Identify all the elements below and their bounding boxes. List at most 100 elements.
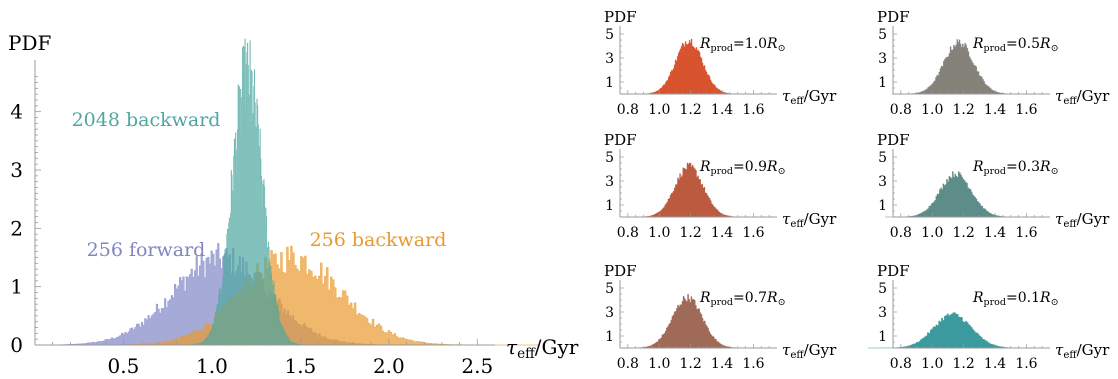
panel-y-tick-label: 1 <box>605 329 614 345</box>
panel-x-tick-label: 1.6 <box>1015 225 1037 241</box>
panel-x-tick-label: 1.0 <box>921 225 943 241</box>
r-sun: R <box>766 36 778 52</box>
tau-sub: eff <box>790 219 804 230</box>
panel-x-tick-label: 1.6 <box>742 225 764 241</box>
panel-y-axis-label: PDF <box>604 8 637 26</box>
main-chart: 256 forward 256 backward 2048 backward 0 1 2 3… <box>8 31 579 378</box>
panel-x-tick-label: 1.2 <box>680 356 702 372</box>
panel-y-tick-label: 5 <box>605 150 614 166</box>
x-tick-label: 0.5 <box>108 354 140 378</box>
panel-x-tick-label: 1.6 <box>742 102 764 118</box>
panel-x-tick-label: 1.6 <box>1015 356 1037 372</box>
panel-x-tick-label: 0.8 <box>617 102 639 118</box>
panel-y-tick-label: 5 <box>878 27 887 43</box>
r-value: =0.3 <box>1006 159 1040 175</box>
r-sun: R <box>1039 290 1051 306</box>
panel-y-tick-label: 3 <box>878 51 887 67</box>
panel-y-tick-label: 1 <box>878 198 887 214</box>
panel-x-tick-label: 0.8 <box>890 356 912 372</box>
r-value: =1.0 <box>733 36 767 52</box>
panel-x-tick-label: 1.4 <box>984 356 1006 372</box>
panel-x-axis-label: τeff/Gyr <box>782 87 837 107</box>
r: R <box>972 159 984 175</box>
r: R <box>972 290 984 306</box>
panel-x-tick-label: 0.8 <box>890 102 912 118</box>
r-sub: prod <box>984 166 1006 177</box>
unit: /Gyr <box>804 341 838 359</box>
r-sub: prod <box>711 166 733 177</box>
r-sun: R <box>766 290 778 306</box>
unit: /Gyr <box>1077 341 1111 359</box>
y-tick-label: 1 <box>10 275 23 299</box>
unit: /Gyr <box>535 335 579 359</box>
panel-1: 1350.8 1.0 1.2 1.4 1.6PDFτeff/GyrRprod=0.9R⊙ <box>604 131 837 241</box>
panel-title: Rprod=1.0R⊙ <box>699 36 786 54</box>
panel-x-tick-label: 0.8 <box>617 356 639 372</box>
panel-x-axis-label: τeff/Gyr <box>1055 210 1110 230</box>
panel-y-tick-label: 5 <box>605 281 614 297</box>
y-tick-label: 2 <box>10 216 23 240</box>
r-value: =0.5 <box>1006 36 1040 52</box>
panel-x-tick-label: 1.6 <box>1015 102 1037 118</box>
tau-sub: eff <box>1063 96 1077 107</box>
panel-x-tick-label: 0.8 <box>617 225 639 241</box>
tau-sub: eff <box>517 346 536 362</box>
tau-sub: eff <box>790 96 804 107</box>
panel-y-tick-label: 5 <box>878 150 887 166</box>
r-value: =0.1 <box>1006 290 1040 306</box>
x-tick-label: 2.5 <box>461 354 493 378</box>
unit: /Gyr <box>1077 87 1111 105</box>
y-tick-label: 0 <box>10 333 23 357</box>
r-sub: prod <box>711 43 733 54</box>
r: R <box>699 159 711 175</box>
panel-x-tick-label: 1.4 <box>984 225 1006 241</box>
sun-sub: ⊙ <box>1051 166 1059 177</box>
sun-sub: ⊙ <box>1051 43 1059 54</box>
panel-y-tick-label: 3 <box>878 174 887 190</box>
series-label: 2048 backward <box>72 109 221 131</box>
panel-2: 1350.8 1.0 1.2 1.4 1.6PDFτeff/GyrRprod=0.7R⊙ <box>604 262 837 372</box>
panel-x-tick-label: 1.4 <box>711 102 733 118</box>
panel-y-tick-label: 3 <box>605 174 614 190</box>
panel-y-tick-label: 1 <box>605 198 614 214</box>
panel-x-axis-label: τeff/Gyr <box>1055 341 1110 361</box>
panel-x-axis-label: τeff/Gyr <box>782 210 837 230</box>
sun-sub: ⊙ <box>778 43 786 54</box>
panel-y-tick-label: 3 <box>605 305 614 321</box>
panel-y-axis-label: PDF <box>604 262 637 280</box>
x-tick-label: 1.0 <box>196 354 228 378</box>
y-tick-label: 4 <box>10 100 23 124</box>
r-sub: prod <box>711 297 733 308</box>
x-tick-label: 1.5 <box>284 354 316 378</box>
panel-x-tick-label: 1.2 <box>953 225 975 241</box>
panel-x-tick-label: 1.4 <box>711 356 733 372</box>
panel-histogram <box>885 172 1026 217</box>
r-value: =0.9 <box>733 159 767 175</box>
unit: /Gyr <box>1077 210 1111 228</box>
panel-title: Rprod=0.3R⊙ <box>972 159 1059 177</box>
y-axis-label: PDF <box>8 31 51 55</box>
r-sub: prod <box>984 297 1006 308</box>
panel-0: 1350.8 1.0 1.2 1.4 1.6PDFτeff/GyrRprod=1.0R⊙ <box>604 8 837 118</box>
panel-y-tick-label: 1 <box>878 75 887 91</box>
panel-5: 1350.8 1.0 1.2 1.4 1.6PDFτeff/GyrRprod=0.1R⊙ <box>868 262 1110 372</box>
panel-y-tick-label: 1 <box>605 75 614 91</box>
panel-x-tick-label: 1.6 <box>742 356 764 372</box>
tau-sub: eff <box>790 350 804 361</box>
tau-sub: eff <box>1063 350 1077 361</box>
r-sun: R <box>1039 159 1051 175</box>
tau-sub: eff <box>1063 219 1077 230</box>
r-sun: R <box>766 159 778 175</box>
panel-x-tick-label: 1.2 <box>953 102 975 118</box>
panel-title: Rprod=0.9R⊙ <box>699 159 786 177</box>
panel-y-tick-label: 1 <box>878 329 887 345</box>
panel-x-tick-label: 1.2 <box>680 102 702 118</box>
panel-y-axis-label: PDF <box>877 262 910 280</box>
panel-x-tick-label: 1.0 <box>648 102 670 118</box>
unit: /Gyr <box>804 210 838 228</box>
panel-x-tick-label: 1.4 <box>711 225 733 241</box>
r-sub: prod <box>984 43 1006 54</box>
panel-x-axis-label: τeff/Gyr <box>782 341 837 361</box>
